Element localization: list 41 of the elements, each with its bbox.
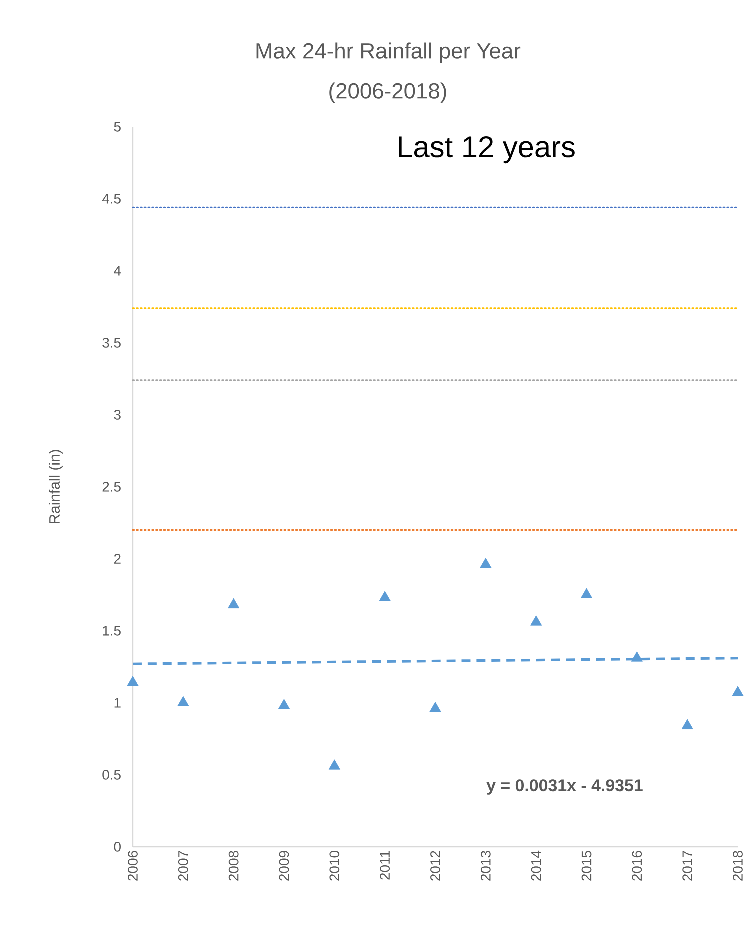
x-tick-label: 2007 — [178, 851, 188, 881]
point — [530, 616, 542, 626]
x-tick-label: 2010 — [330, 851, 340, 881]
x-tick-label: 2011 — [380, 851, 390, 880]
x-tick-label: 2015 — [582, 851, 592, 881]
point — [682, 719, 694, 730]
y-tick-label: 2 — [114, 554, 121, 564]
point — [430, 702, 442, 712]
y-tick-label: 2.5 — [102, 482, 121, 492]
y-tick-label: 1 — [114, 698, 121, 708]
chart-subtitle: (2006-2018) — [330, 82, 446, 104]
y-tick-label: 1.5 — [103, 626, 121, 636]
x-tick-label: 2018 — [733, 851, 743, 881]
y-tick-label: 3 — [114, 410, 121, 420]
point — [127, 676, 139, 686]
point — [278, 699, 290, 710]
y-tick-label: 5 — [114, 122, 121, 132]
x-tick-label: 2017 — [682, 851, 693, 881]
y-tick-label: 4 — [114, 266, 122, 276]
y-tick-label: 0.5 — [102, 770, 121, 780]
x-tick-label: 2012 — [430, 851, 440, 881]
x-tick-label: 2013 — [480, 851, 491, 881]
chart-title: Max 24-hr Rainfall per Year — [256, 42, 521, 64]
point — [228, 598, 240, 609]
annotation: Last 12 years — [399, 136, 575, 164]
y-tick-label: 3.5 — [102, 338, 121, 348]
point — [328, 760, 340, 770]
annotation: y = 0.0031x - 4.9351 — [486, 780, 643, 795]
x-tick-label: 2006 — [128, 851, 138, 881]
point — [631, 652, 643, 662]
x-tick-label: 2009 — [279, 851, 290, 881]
x-tick-label: 2008 — [228, 851, 239, 881]
y-axis-title: Rainfall (in) — [49, 450, 63, 524]
point — [178, 696, 190, 706]
point — [480, 558, 492, 568]
y-tick-label: 0 — [114, 842, 121, 852]
x-tick-label: 2016 — [632, 851, 642, 881]
point — [379, 591, 391, 602]
y-tick-label: 4.5 — [102, 194, 121, 204]
x-tick-label: 2014 — [531, 850, 542, 881]
point — [580, 588, 593, 598]
